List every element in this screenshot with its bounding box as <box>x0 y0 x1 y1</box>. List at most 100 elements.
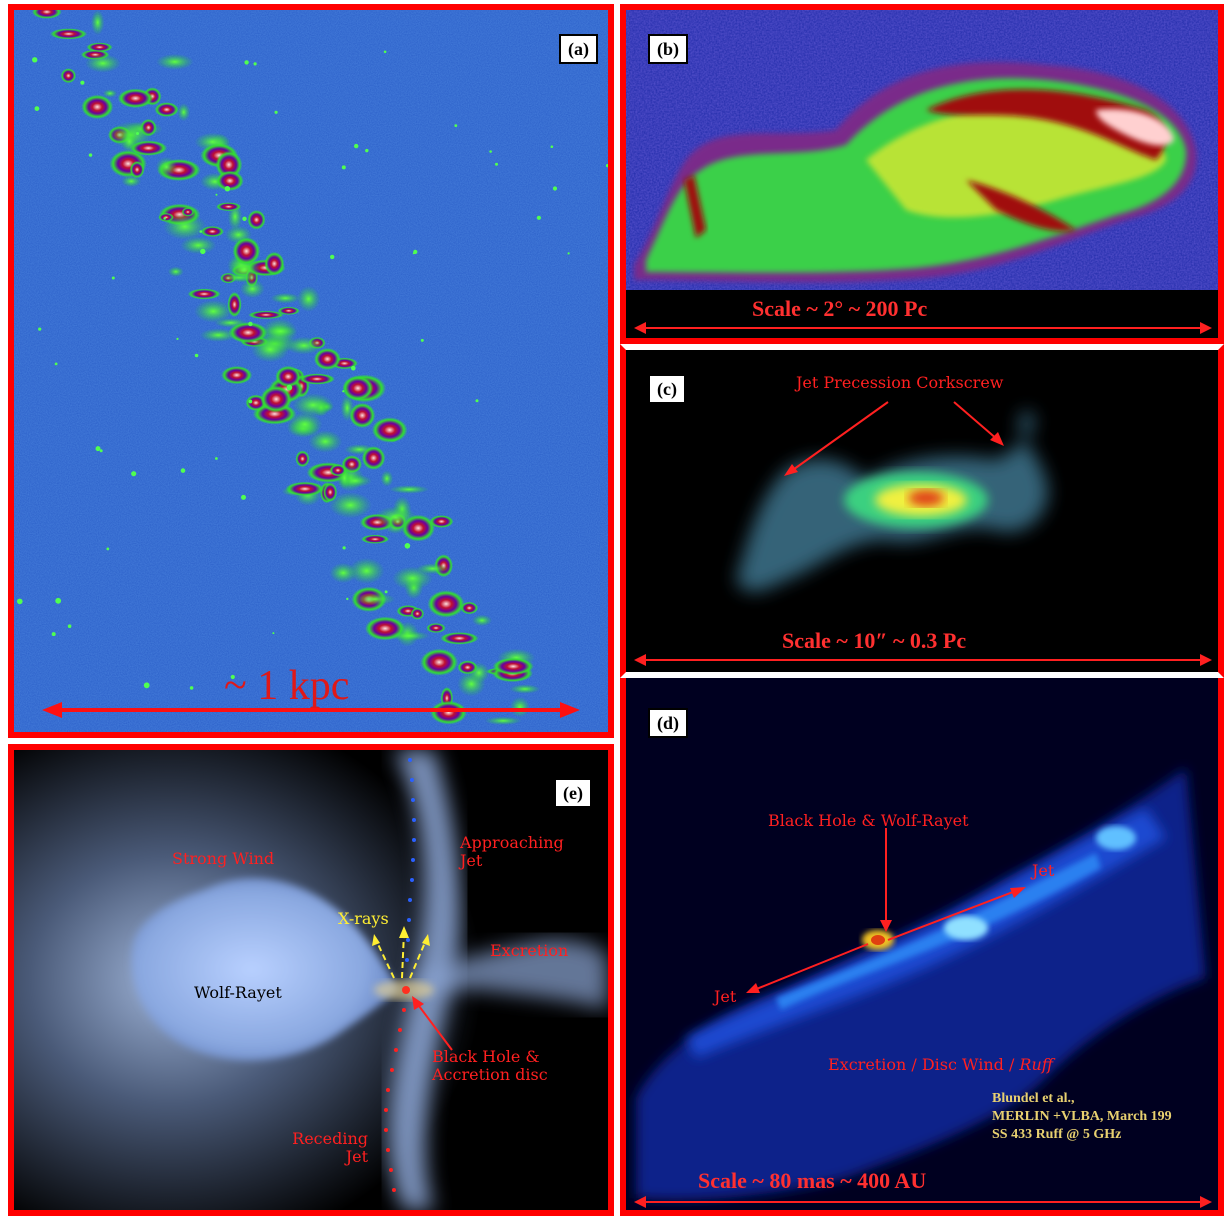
panel-c-radio-map <box>626 350 1218 672</box>
point-source <box>244 60 249 65</box>
panel-d-label-excretion: Excretion / Disc Wind / Ruff <box>828 1056 1053 1074</box>
point-source <box>489 150 492 153</box>
point-source <box>365 148 369 153</box>
emission-knot <box>216 170 244 191</box>
emission-knot <box>117 88 154 109</box>
panel-d-label-jet-right: Jet <box>1032 861 1055 880</box>
point-source <box>199 230 203 233</box>
emission-knot <box>492 657 534 676</box>
emission-knot <box>292 393 334 417</box>
panel-d-credit-line1: Blundel et al., <box>992 1091 1075 1106</box>
emission-knot <box>232 237 261 266</box>
panel-e-label-strong-wind: Strong Wind <box>172 849 275 868</box>
emission-knot <box>354 592 396 606</box>
panel-e-label-excretion: Excretion <box>490 941 569 960</box>
point-source <box>536 215 542 220</box>
emission-knot <box>460 601 479 615</box>
point-source <box>215 193 218 196</box>
point-source <box>106 547 110 551</box>
point-source <box>550 145 554 148</box>
panel-e-illustration <box>14 750 608 1210</box>
point-source <box>17 598 23 605</box>
point-source <box>605 164 608 168</box>
point-source <box>341 165 346 170</box>
panel-e-label-bh-line1: Black Hole & <box>432 1047 540 1066</box>
panel-d-tag: (d) <box>648 708 688 738</box>
emission-knot <box>380 470 394 487</box>
emission-knot <box>200 226 225 237</box>
approaching-jet-dots <box>405 758 416 962</box>
point-source <box>495 162 498 166</box>
emission-knot <box>427 590 465 618</box>
point-source <box>330 254 335 260</box>
point-source <box>354 143 359 149</box>
point-source <box>248 399 253 404</box>
emission-knot <box>240 279 265 299</box>
emission-knot <box>85 54 121 73</box>
panel-b-scale-label: Scale ~ 2° ~ 200 Pc <box>752 296 928 321</box>
emission-knot <box>81 94 114 120</box>
point-source <box>67 624 72 628</box>
point-source <box>88 153 93 157</box>
emission-knot <box>308 430 343 453</box>
point-source <box>274 110 278 114</box>
point-source <box>200 248 206 255</box>
point-source <box>51 632 56 637</box>
emission-knot <box>163 213 207 240</box>
emission-knot <box>102 89 118 98</box>
emission-knot <box>297 286 321 312</box>
panel-d-credit: Blundel et al., MERLIN +VLBA, March 199 … <box>992 1090 1172 1144</box>
point-source <box>253 62 257 66</box>
point-source <box>475 399 479 403</box>
emission-knot <box>91 10 105 36</box>
point-source <box>272 632 275 635</box>
emission-knot <box>180 236 217 255</box>
emission-knot <box>121 175 142 187</box>
panel-e-label-receding-line1: Receding <box>292 1129 368 1148</box>
emission-knot <box>275 365 302 388</box>
panel-a-radio-map <box>14 10 608 732</box>
panel-e-label-xrays: X-rays <box>338 909 389 928</box>
point-source <box>342 390 345 393</box>
emission-knot <box>221 366 253 385</box>
emission-knot <box>50 28 88 40</box>
emission-knot <box>270 292 301 304</box>
panel-e-label-approaching-jet: Approaching Jet <box>460 834 564 870</box>
emission-knot <box>484 716 522 725</box>
emission-knot <box>264 251 285 276</box>
emission-knot <box>349 402 376 428</box>
emission-knot <box>251 336 290 363</box>
point-source <box>286 384 293 391</box>
point-source <box>404 543 411 549</box>
point-source <box>242 216 247 221</box>
point-source <box>230 674 235 680</box>
panel-e-label-black-hole: Black Hole & Accretion disc <box>432 1048 548 1084</box>
point-source <box>54 362 58 366</box>
point-source <box>383 50 387 54</box>
emission-knot <box>313 348 341 370</box>
point-source <box>342 546 346 550</box>
point-source <box>384 590 388 594</box>
emission-knot <box>426 623 446 633</box>
panel-b: (b) Scale ~ 2° ~ 200 Pc <box>620 4 1224 344</box>
point-source <box>248 321 253 327</box>
emission-knot <box>285 481 325 497</box>
emission-knot <box>227 291 242 318</box>
panel-c-tag: (c) <box>648 374 686 404</box>
panel-e-label-receding-jet: Receding Jet <box>284 1130 368 1166</box>
point-source <box>111 276 115 280</box>
emission-knot <box>429 515 454 528</box>
point-source <box>38 327 42 331</box>
point-source <box>180 468 186 473</box>
emission-knot <box>328 492 372 519</box>
emission-knot <box>199 328 237 342</box>
panel-d-credit-line3: SS 433 Ruff @ 5 GHz <box>992 1127 1122 1142</box>
panel-a-tag: (a) <box>559 34 598 64</box>
emission-knot <box>177 103 190 122</box>
emission-knot <box>287 412 323 437</box>
point-source <box>95 446 101 452</box>
point-source <box>189 686 194 690</box>
emission-knot <box>430 700 467 725</box>
emission-knot <box>509 696 531 718</box>
emission-knot <box>361 446 386 470</box>
